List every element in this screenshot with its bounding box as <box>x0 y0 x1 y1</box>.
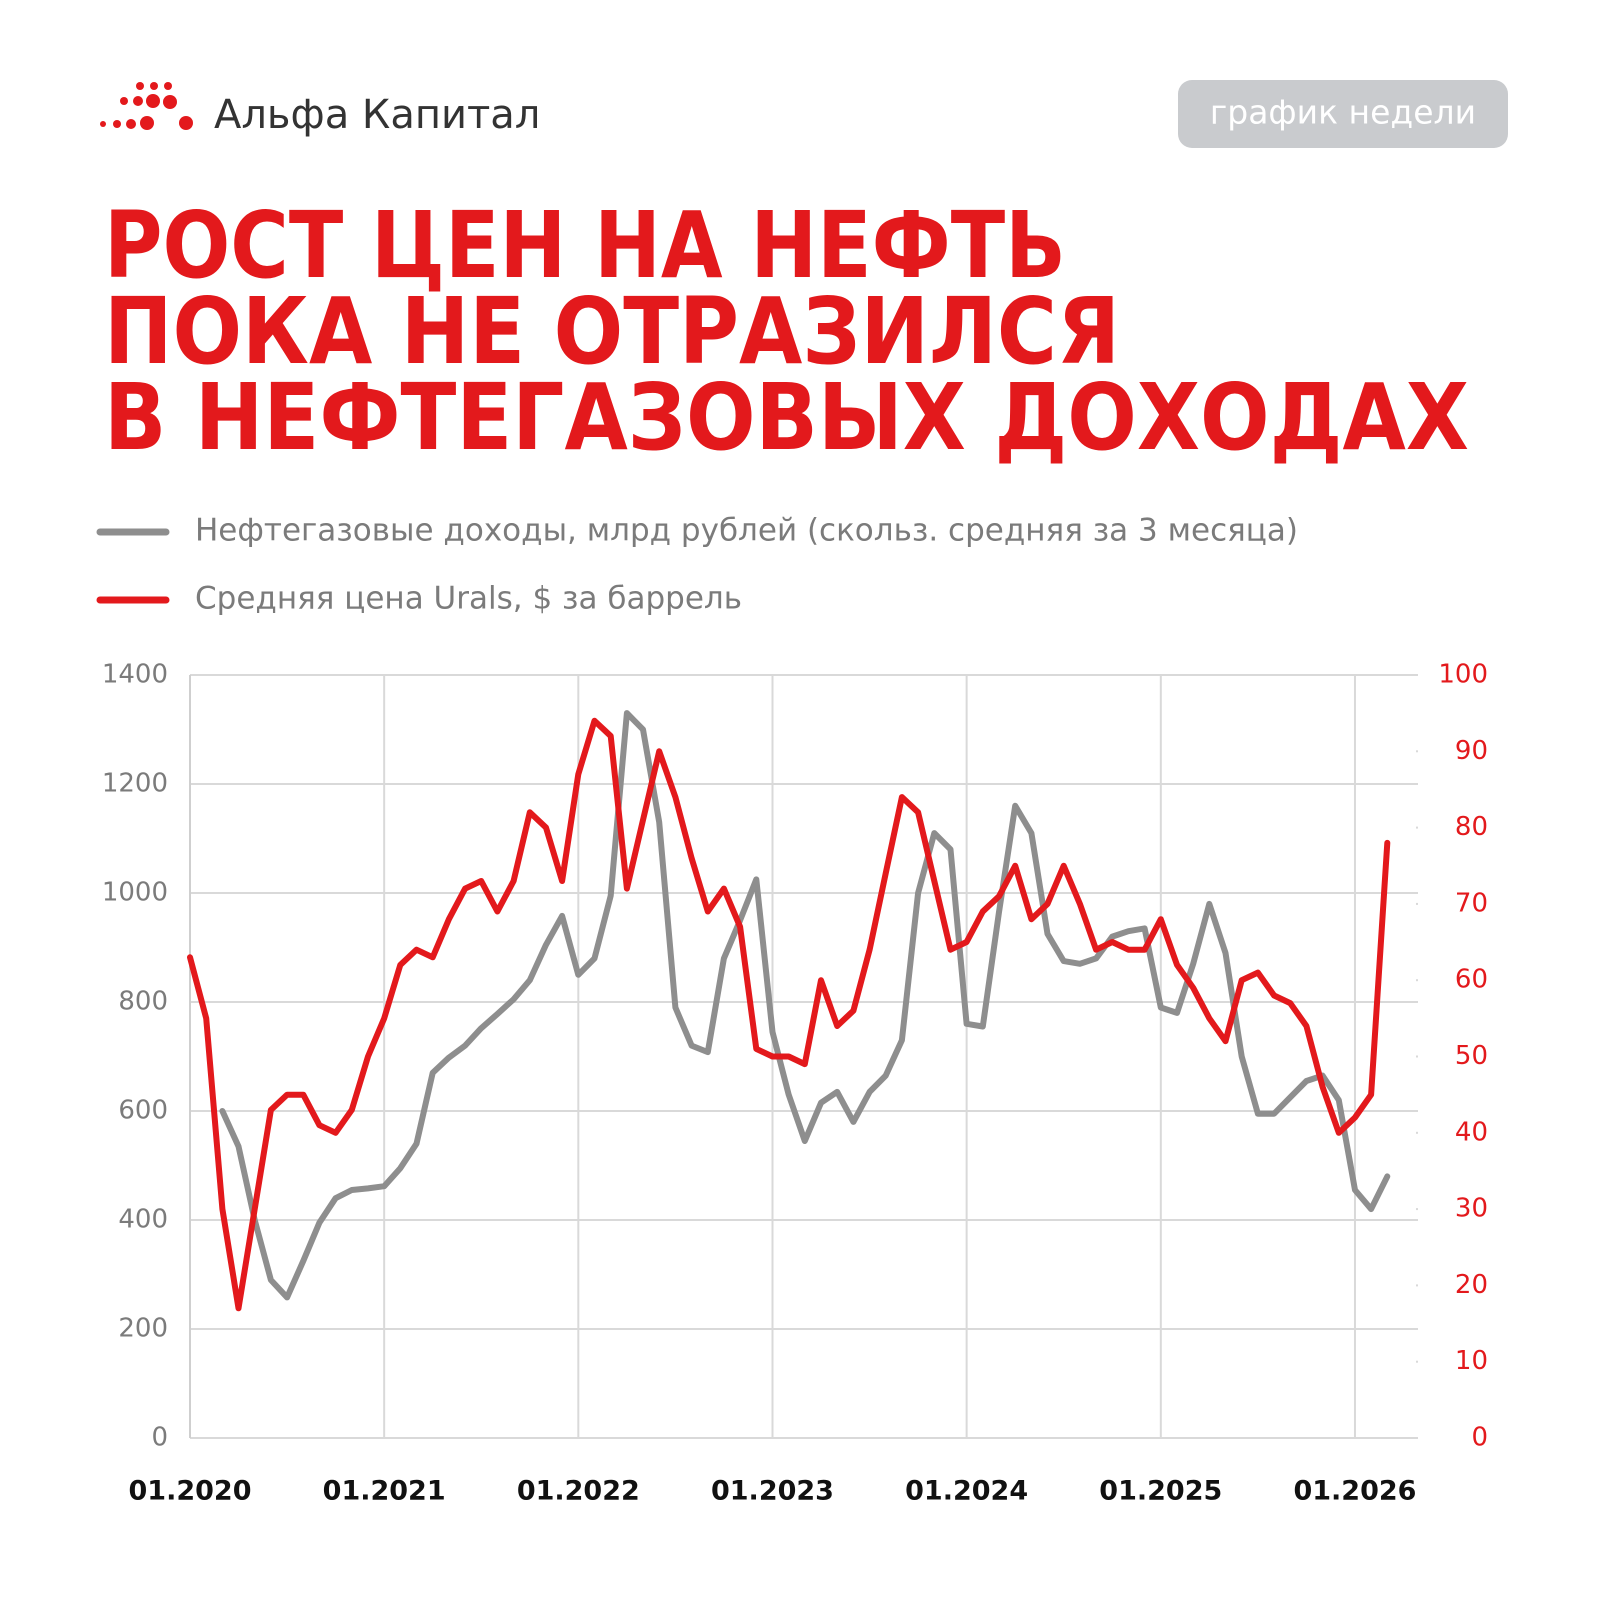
y2-tick-label: 20 <box>1455 1270 1488 1300</box>
series-line <box>187 717 1391 1312</box>
y2-tick-label: 80 <box>1455 812 1488 842</box>
y2-tick-label: 70 <box>1455 888 1488 918</box>
badge-text: график недели <box>1210 93 1476 132</box>
y-tick-label: 1000 <box>102 878 168 908</box>
logo-text: Альфа Капитал <box>214 92 540 138</box>
y-tick-label: 0 <box>151 1423 168 1453</box>
y2-tick-label: 90 <box>1455 736 1488 766</box>
chart-title: В НЕФТЕГАЗОВЫХ ДОХОДАХ <box>104 364 1469 471</box>
logo-mark <box>100 82 193 130</box>
y-tick-label: 1200 <box>102 769 168 799</box>
y2-tick-label: 60 <box>1455 965 1488 995</box>
y-tick-label: 1400 <box>102 660 168 690</box>
x-tick-label: 01.2020 <box>129 1476 252 1507</box>
y-tick-label: 800 <box>118 987 168 1017</box>
chart-title: РОСТ ЦЕН НА НЕФТЬ <box>104 192 1066 299</box>
legend-label: Нефтегазовые доходы, млрд рублей (скольз… <box>195 513 1298 549</box>
x-tick-label: 01.2023 <box>711 1476 834 1507</box>
chart-title: ПОКА НЕ ОТРАЗИЛСЯ <box>104 278 1120 385</box>
x-tick-label: 01.2022 <box>517 1476 640 1507</box>
y2-tick-label: 10 <box>1455 1346 1488 1376</box>
y2-tick-label: 40 <box>1455 1117 1488 1147</box>
x-tick-label: 01.2024 <box>905 1476 1028 1507</box>
y2-tick-label: 100 <box>1438 660 1488 690</box>
x-tick-label: 01.2025 <box>1099 1476 1222 1507</box>
y2-tick-label: 30 <box>1455 1194 1488 1224</box>
series-line <box>219 710 1391 1301</box>
y2-tick-label: 50 <box>1455 1041 1488 1071</box>
badge <box>1178 80 1508 148</box>
y-tick-label: 200 <box>118 1314 168 1344</box>
y-tick-label: 400 <box>118 1205 168 1235</box>
y2-tick-label: 0 <box>1471 1423 1488 1453</box>
y-tick-label: 600 <box>118 1096 168 1126</box>
legend-label: Средняя цена Urals, $ за баррель <box>195 581 742 617</box>
x-tick-label: 01.2026 <box>1293 1476 1416 1507</box>
x-tick-label: 01.2021 <box>323 1476 446 1507</box>
